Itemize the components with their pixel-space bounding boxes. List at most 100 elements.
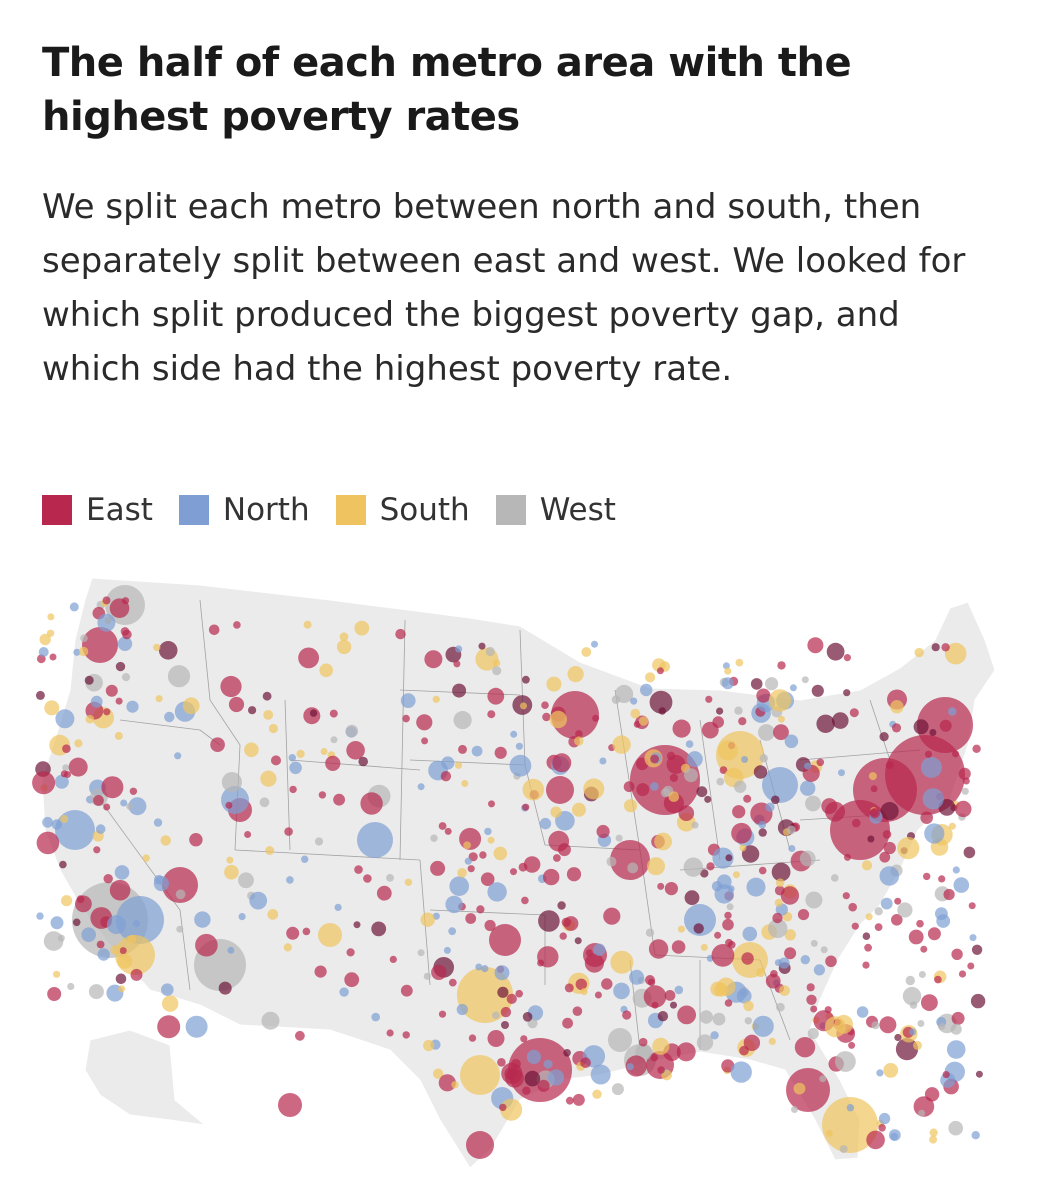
metro-bubble-east-523 <box>862 932 871 940</box>
metro-bubble-east-258 <box>105 684 118 697</box>
metro-bubble-east-459 <box>557 901 566 910</box>
metro-bubble-east-23 <box>546 776 574 804</box>
metro-bubble-south-485 <box>735 658 744 667</box>
metro-bubble-east-567 <box>650 754 659 764</box>
metro-bubble-north-232 <box>800 780 816 796</box>
metro-bubble-north-700 <box>879 866 900 886</box>
metro-bubble-east-378 <box>468 1034 477 1042</box>
metro-bubble-south-652 <box>550 806 562 818</box>
metro-bubble-south-767 <box>768 689 792 712</box>
metro-bubble-north-495 <box>909 1028 917 1036</box>
metro-bubble-west-500 <box>805 891 823 909</box>
metro-bubble-south-362 <box>652 1037 670 1055</box>
metro-bubble-north-437 <box>128 797 147 816</box>
metro-bubble-east-367 <box>771 862 791 882</box>
metro-bubble-east-476 <box>866 1130 885 1150</box>
metro-bubble-north-302 <box>334 903 342 912</box>
metro-bubble-east-446 <box>958 767 971 780</box>
metro-bubble-north-695 <box>441 756 455 770</box>
metro-bubble-west-374 <box>734 706 743 715</box>
metro-bubble-east-83 <box>908 929 924 945</box>
metro-bubble-east-570 <box>972 744 981 753</box>
metro-bubble-east-580 <box>852 818 861 828</box>
metro-bubble-west-585 <box>417 949 425 957</box>
metro-bubble-south-720 <box>319 663 334 678</box>
metro-bubble-east-171 <box>565 1096 574 1105</box>
metro-bubble-east-729 <box>596 824 610 839</box>
metro-bubble-east-89 <box>722 918 734 931</box>
legend-item-south: South <box>335 492 470 528</box>
metro-bubble-south-227 <box>890 700 904 714</box>
us-metro-map <box>32 577 996 1169</box>
metro-bubble-east-214 <box>672 719 691 738</box>
metro-bubble-east-744 <box>693 923 704 934</box>
metro-bubble-south-405 <box>461 780 469 787</box>
metro-bubble-south-644 <box>493 846 508 861</box>
metro-bubble-north-691 <box>174 752 182 760</box>
metro-bubble-east-624 <box>220 675 242 698</box>
metro-bubble-east-774 <box>825 801 846 822</box>
metro-bubble-east-566 <box>741 952 754 965</box>
metro-bubble-east-210 <box>228 696 245 713</box>
metro-bubble-east-717 <box>638 1037 648 1047</box>
metro-bubble-east-286 <box>448 978 457 987</box>
metro-bubble-south-329 <box>432 695 440 703</box>
metro-bubble-east-694 <box>101 776 124 799</box>
metro-bubble-east-235 <box>389 955 397 964</box>
metro-bubble-south-54 <box>825 1129 833 1137</box>
metro-bubble-north-758 <box>487 882 507 902</box>
metro-bubble-east-583 <box>885 761 894 770</box>
metro-bubble-east-211 <box>878 1124 886 1132</box>
metro-bubble-east-163 <box>506 993 517 1005</box>
metro-bubble-east-327 <box>955 800 972 818</box>
metro-bubble-east-557 <box>943 888 955 901</box>
metro-bubble-east-194 <box>130 968 143 981</box>
metro-bubble-west-645 <box>492 666 502 676</box>
metro-bubble-west-749 <box>684 768 698 783</box>
metro-bubble-north-102 <box>475 963 483 971</box>
metro-bubble-east-581 <box>929 729 937 736</box>
metro-bubble-north-415 <box>95 824 106 834</box>
metro-bubble-north-255 <box>106 915 126 935</box>
metro-bubble-north-748 <box>494 965 510 981</box>
metro-bubble-east-705 <box>416 714 433 731</box>
metro-bubble-south-764 <box>710 981 726 997</box>
metro-bubble-south-418 <box>296 749 305 759</box>
metro-bubble-east-610 <box>487 687 505 705</box>
metro-bubble-north-708 <box>765 802 775 812</box>
metro-bubble-south-241 <box>354 620 370 636</box>
metro-bubble-south-592 <box>85 714 95 724</box>
metro-bubble-east-646 <box>497 986 509 998</box>
metro-bubble-north-765 <box>924 823 945 844</box>
metro-bubble-east-486 <box>566 867 582 882</box>
metro-bubble-north-350 <box>613 982 630 1000</box>
metro-bubble-north-339 <box>510 730 518 738</box>
metro-bubble-north-466 <box>120 799 128 807</box>
metro-bubble-south-587 <box>592 1089 602 1099</box>
metro-bubble-east-632 <box>478 642 486 650</box>
metro-bubble-east-593 <box>951 948 963 960</box>
metro-bubble-south-79 <box>303 620 312 629</box>
metro-bubble-south-25 <box>318 923 342 947</box>
metro-bubble-east-447 <box>958 970 967 978</box>
metro-bubble-north-274 <box>539 817 552 830</box>
metro-bubble-north-560 <box>36 912 44 920</box>
metro-bubble-west-225 <box>801 676 809 684</box>
metro-bubble-east-419 <box>601 978 613 990</box>
metro-bubble-east-16 <box>82 627 118 663</box>
metro-bubble-east-153 <box>522 675 530 684</box>
metro-bubble-east-688 <box>537 959 545 967</box>
metro-bubble-east-266 <box>438 1074 456 1092</box>
metro-bubble-east-790 <box>913 719 929 735</box>
metro-bubble-north-345 <box>971 1131 980 1140</box>
metro-bubble-west-469 <box>423 972 431 980</box>
metro-bubble-north-192 <box>730 1061 752 1083</box>
metro-bubble-east-728 <box>939 719 952 732</box>
metro-bubble-south-460 <box>732 871 740 879</box>
metro-bubble-east-370 <box>103 803 111 811</box>
metro-bubble-west-411 <box>62 764 70 772</box>
metro-bubble-east-526 <box>158 641 178 660</box>
metro-bubble-east-661 <box>552 753 572 773</box>
metro-bubble-west-772 <box>691 821 699 829</box>
metro-bubble-east-322 <box>894 897 902 905</box>
